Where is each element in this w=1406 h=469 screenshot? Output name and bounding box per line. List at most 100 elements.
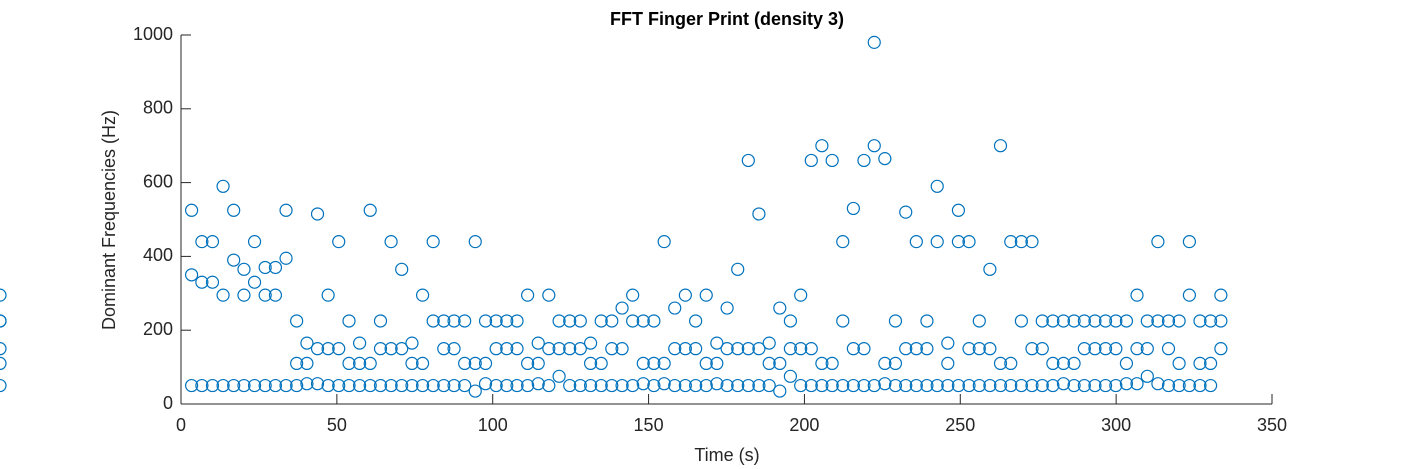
point <box>500 314 514 328</box>
point <box>447 378 461 393</box>
point <box>1193 378 1207 393</box>
point <box>426 314 440 328</box>
point <box>1067 356 1081 371</box>
point <box>510 378 524 393</box>
point <box>815 378 829 393</box>
point <box>762 336 776 350</box>
point <box>1025 342 1039 356</box>
point <box>1077 378 1091 393</box>
point <box>1151 235 1165 249</box>
point <box>521 378 535 393</box>
point <box>930 235 944 249</box>
point <box>395 378 409 393</box>
x-tick-label: 300 <box>1101 415 1131 435</box>
point <box>310 377 325 391</box>
point <box>447 314 461 328</box>
point <box>437 342 451 356</box>
point <box>636 377 650 391</box>
point <box>1077 314 1091 328</box>
point <box>342 314 356 328</box>
point <box>920 314 934 328</box>
point <box>846 342 860 356</box>
point <box>395 262 409 276</box>
point <box>573 314 587 328</box>
point <box>1182 235 1196 249</box>
point <box>521 356 535 371</box>
point <box>1214 288 1228 302</box>
point <box>710 356 724 371</box>
point <box>689 342 703 356</box>
point <box>1109 314 1123 328</box>
point <box>458 356 472 371</box>
point <box>300 336 314 350</box>
point <box>184 378 199 393</box>
point <box>615 378 629 393</box>
point <box>1140 314 1154 328</box>
point <box>563 378 577 393</box>
point <box>962 378 976 393</box>
point <box>310 342 325 356</box>
point <box>405 356 419 371</box>
point <box>227 203 241 217</box>
point <box>1025 235 1039 249</box>
point <box>426 378 440 393</box>
point <box>699 356 713 371</box>
point <box>720 301 734 315</box>
point <box>184 203 199 217</box>
point <box>1056 356 1071 371</box>
point <box>741 153 755 168</box>
point <box>1014 235 1028 249</box>
point <box>384 342 398 356</box>
x-tick-label: 100 <box>478 415 508 435</box>
x-axis-label: Time (s) <box>694 445 759 465</box>
point <box>237 378 251 393</box>
point <box>1161 314 1176 328</box>
point <box>478 356 493 371</box>
point <box>247 378 262 393</box>
point <box>615 342 629 356</box>
point <box>216 378 230 393</box>
y-tick-label: 200 <box>143 319 173 339</box>
point <box>227 253 241 267</box>
point <box>647 314 661 328</box>
point <box>594 314 608 328</box>
point <box>846 201 860 216</box>
point <box>542 288 556 302</box>
point <box>1203 378 1218 393</box>
point <box>290 356 304 371</box>
point <box>930 378 944 393</box>
point <box>920 378 934 393</box>
point <box>1130 377 1144 391</box>
point <box>290 314 304 328</box>
point <box>857 378 871 393</box>
point <box>552 342 566 356</box>
point <box>1004 378 1018 393</box>
point <box>783 314 798 328</box>
point <box>857 153 871 168</box>
point <box>268 378 283 393</box>
point <box>752 378 766 393</box>
point <box>216 179 230 193</box>
point <box>668 342 682 356</box>
point <box>552 314 566 328</box>
point <box>363 356 377 371</box>
point <box>1182 378 1196 393</box>
point <box>373 378 388 393</box>
point <box>983 342 997 356</box>
point <box>888 314 903 328</box>
point <box>1214 342 1228 356</box>
point <box>878 377 892 391</box>
point <box>993 139 1008 153</box>
point <box>920 342 934 356</box>
point <box>510 342 524 356</box>
point <box>373 342 388 356</box>
point <box>384 378 398 393</box>
point <box>836 378 850 393</box>
point <box>415 356 430 371</box>
point <box>1172 356 1186 371</box>
x-tick-label: 50 <box>327 415 347 435</box>
point <box>888 356 903 371</box>
point <box>846 378 860 393</box>
point <box>468 356 482 371</box>
point <box>478 377 493 391</box>
